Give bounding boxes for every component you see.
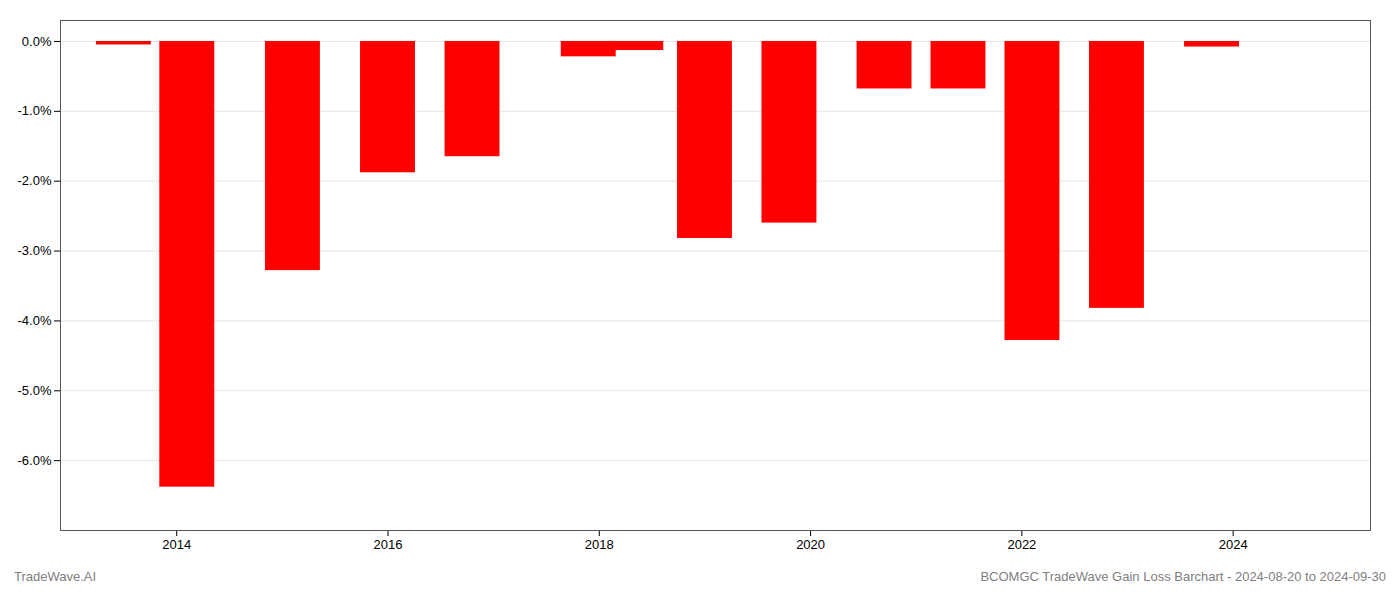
svg-text:2016: 2016 — [374, 537, 403, 552]
svg-text:2020: 2020 — [796, 537, 825, 552]
svg-text:2022: 2022 — [1007, 537, 1036, 552]
svg-text:2024: 2024 — [1219, 537, 1248, 552]
html-text:BCOMGC TradeWave Gain Loss Bar: BCOMGC TradeWave Gain Loss Barchart - 20… — [980, 569, 1386, 584]
svg-text:0.0%: 0.0% — [22, 34, 52, 49]
svg-text:-1.0%: -1.0% — [18, 103, 52, 118]
html-text:TradeWave.AI: TradeWave.AI — [14, 569, 97, 584]
svg-text:2018: 2018 — [585, 537, 614, 552]
svg-text:-2.0%: -2.0% — [18, 173, 52, 188]
svg-text:2014: 2014 — [162, 537, 191, 552]
svg-text:-6.0%: -6.0% — [18, 453, 52, 468]
svg-text:-4.0%: -4.0% — [18, 313, 52, 328]
svg-text:-3.0%: -3.0% — [18, 243, 52, 258]
svg-text:-5.0%: -5.0% — [18, 383, 52, 398]
